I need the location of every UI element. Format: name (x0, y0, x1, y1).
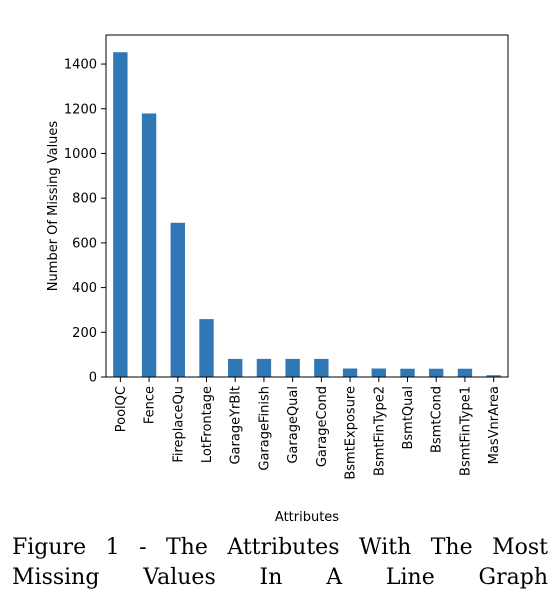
y-tick-label: 1200 (64, 102, 97, 117)
bar-garagequal (285, 358, 300, 377)
x-tick-label: Fence (143, 386, 158, 424)
bar-fence (141, 113, 157, 377)
y-tick-label: 400 (72, 281, 97, 296)
y-axis-label: Number Of Missing Values (46, 121, 61, 292)
bar-garagefinish (256, 358, 272, 377)
x-tick-label: MasVnrArea (487, 386, 502, 464)
x-tick-label: BsmtQual (401, 386, 416, 450)
bar-fireplacequ (170, 222, 185, 377)
y-tick-label: 1400 (64, 58, 97, 73)
y-tick-label: 800 (72, 192, 97, 207)
bar-poolqc (113, 52, 128, 378)
y-tick-label: 0 (89, 371, 97, 386)
bar-chart: 0 200 400 600 800 1000 1200 1400 PoolQC Fence Fir… (46, 34, 509, 525)
x-tick-label: BsmtCond (430, 386, 445, 453)
y-tick-label: 200 (72, 326, 97, 341)
bar-bsmtfintype1 (457, 368, 473, 377)
bar-masvnrarea (486, 375, 501, 377)
bar-lotfrontage (199, 319, 214, 377)
x-tick-label: GarageFinish (257, 386, 272, 471)
x-tick-label: BsmtFinType1 (458, 386, 473, 476)
bar-bsmtfintype2 (371, 368, 386, 377)
figure-caption: Figure 1 - The Attributes With The Most … (12, 535, 548, 590)
x-tick-label: GarageQual (286, 386, 301, 464)
bar-garagecond (314, 358, 329, 377)
y-tick-label: 600 (72, 236, 97, 251)
bar-bsmtqual (400, 368, 415, 377)
x-tick-label: BsmtFinType2 (372, 386, 387, 476)
x-tick-label: PoolQC (114, 386, 129, 432)
bar-bsmtexposure (342, 368, 358, 377)
bars (113, 52, 501, 378)
y-tick-label: 1000 (64, 147, 97, 162)
x-tick-label: FireplaceQu (171, 386, 186, 463)
x-tick-label: BsmtExposure (344, 386, 359, 480)
x-tick-label: GarageCond (315, 386, 330, 467)
plot-frame (105, 34, 509, 378)
bar-bsmtcond (429, 368, 444, 377)
x-axis-label: Attributes (275, 510, 339, 525)
x-axis: PoolQC Fence FireplaceQu LotFrontage GarageY… (114, 377, 502, 480)
bar-garageyrblt (228, 358, 243, 377)
y-axis: 0 200 400 600 800 1000 1200 1400 (64, 58, 106, 386)
x-tick-label: GarageYrBlt (229, 386, 244, 465)
x-tick-label: LotFrontage (200, 386, 215, 463)
